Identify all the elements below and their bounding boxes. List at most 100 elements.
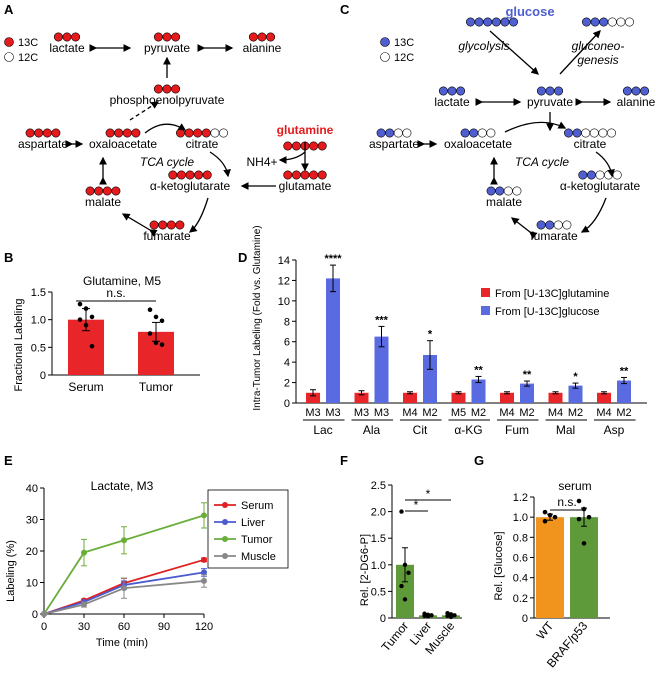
carbon-atom — [185, 170, 195, 180]
legend-label-serum: Serum — [241, 500, 273, 512]
data-point — [445, 613, 450, 619]
y-tick-label: 1.0 — [513, 512, 528, 524]
metabolite-pyruvate: pyruvate — [144, 41, 190, 55]
carbon-atom — [131, 128, 141, 138]
carbon-atom — [176, 170, 186, 180]
y-tick-label: 14 — [278, 255, 290, 267]
chart-g: serum Rel. [Glucose] 0 0.2 0.4 0.6 0.8 1.0 1.2… — [493, 479, 610, 670]
x-tick-label: Serum — [68, 380, 103, 394]
carbon-atom — [317, 141, 327, 151]
bar-glucose-Fum — [520, 383, 534, 403]
legend-marker — [222, 519, 228, 525]
y-tick-label: 0 — [522, 613, 528, 625]
legend-swatch-glucose — [481, 306, 490, 315]
metabolite-pep: phosphoenolpyruvate — [110, 93, 225, 107]
y-tick-label: 1.5 — [371, 533, 386, 545]
carbon-atom — [581, 128, 591, 138]
legend-label-glucose: From [U-13C]glucose — [495, 306, 600, 318]
panel-label-d: D — [238, 250, 247, 265]
carbon-atom — [402, 128, 412, 138]
y-tick-label: 2 — [284, 378, 290, 390]
metabolite-fumarate: fumarate — [143, 229, 191, 243]
legend: From [U-13C]glutamine From [U-13C]glucos… — [481, 288, 609, 318]
carbon-atom — [581, 17, 591, 27]
data-point — [586, 514, 592, 520]
metabolite-fumarate: fumarate — [530, 229, 578, 243]
x-tick-label: 60 — [118, 621, 130, 633]
carbon-atom — [210, 128, 220, 138]
metabolite-akg: α-ketoglutarate — [560, 179, 641, 193]
carbon-atom — [291, 141, 301, 151]
data-point — [77, 317, 83, 322]
carbon-atom — [309, 170, 319, 180]
legend-12c: 12C — [380, 52, 414, 64]
legend-label-tumor: Tumor — [241, 534, 273, 546]
legend-label-muscle: Muscle — [241, 551, 276, 563]
x-tick-label: M4 — [402, 407, 417, 419]
carbon-atom — [554, 86, 564, 96]
carbon-atom — [317, 170, 327, 180]
series-line-tumor — [43, 514, 205, 615]
carbons-alanine — [622, 86, 650, 96]
carbon-atom — [624, 17, 634, 27]
y-tick-label: 2.5 — [371, 480, 386, 492]
carbon-atom — [536, 86, 546, 96]
data-point — [153, 340, 159, 346]
carbon-atom — [85, 186, 95, 196]
carbon-atom — [94, 186, 104, 196]
carbon-atom — [184, 128, 194, 138]
y-tick-label: 0.2 — [513, 593, 528, 605]
x-tick-label: M3 — [325, 407, 340, 419]
metabolite-oxaloacetate: oxaloacetate — [444, 137, 512, 151]
metabolite-glutamate: glutamate — [279, 179, 332, 193]
carbons-akg — [578, 170, 622, 180]
significance-label: * — [428, 329, 433, 341]
data-point — [576, 498, 582, 504]
carbon-atom — [456, 86, 466, 96]
x-tick-label: M2 — [471, 407, 486, 419]
x-tick-label: M2 — [568, 407, 583, 419]
y-tick-label: 30 — [26, 515, 38, 527]
carbon-atom — [536, 220, 546, 230]
data-point — [581, 506, 587, 512]
chart-f: Rel. [2-DG6-P] 00.51.01.52.02.5TumorLive… — [359, 480, 462, 657]
carbon-atom — [53, 32, 63, 42]
carbon-atom — [114, 128, 124, 138]
metabolite-alanine: alanine — [617, 95, 656, 109]
x-tick-label: 0 — [41, 621, 47, 633]
carbons-malate — [85, 186, 121, 196]
bar-wt — [536, 517, 564, 618]
panel-label-c: C — [340, 2, 350, 17]
carbon-atom — [175, 220, 185, 230]
carbon-atom — [283, 141, 293, 151]
panel-label-b: B — [4, 250, 13, 265]
y-tick-label: 0.5 — [31, 342, 46, 354]
legend-swatch-glutamine — [481, 288, 490, 297]
bar-glucose-Cit — [423, 354, 437, 403]
carbon-atom — [42, 128, 52, 138]
carbons-lactate — [53, 32, 81, 42]
x-tick-label: M4 — [548, 407, 563, 419]
bar-glucose-Mal — [568, 385, 583, 403]
carbons-citrate — [563, 128, 616, 138]
carbons-oxaloacetate — [105, 128, 141, 138]
carbons-oxaloacetate — [460, 128, 496, 138]
y-tick-label: 10 — [26, 578, 38, 590]
carbon-atom — [486, 128, 496, 138]
y-tick-label: 40 — [26, 483, 38, 495]
data-point — [452, 613, 457, 618]
bar-glutamine-Lac — [306, 392, 320, 403]
metabolite-oxaloacetate: oxaloacetate — [89, 137, 157, 151]
y-tick-label: 6 — [284, 337, 290, 349]
carbon-atom — [194, 170, 204, 180]
carbon-atom — [508, 17, 518, 27]
data-point — [547, 512, 553, 518]
chart-d: Intra-Tumor Labeling (Fold vs. Glutamine… — [252, 225, 647, 437]
legend-13c-label: 13C — [394, 37, 414, 49]
legend: Serum Liver Tumor Muscle — [207, 489, 289, 569]
x-tick-label: M4 — [499, 407, 514, 419]
carbon-atom — [153, 32, 163, 42]
carbon-atom — [176, 128, 186, 138]
x-tick-label: WT — [534, 618, 557, 642]
carbon-atom — [111, 186, 121, 196]
